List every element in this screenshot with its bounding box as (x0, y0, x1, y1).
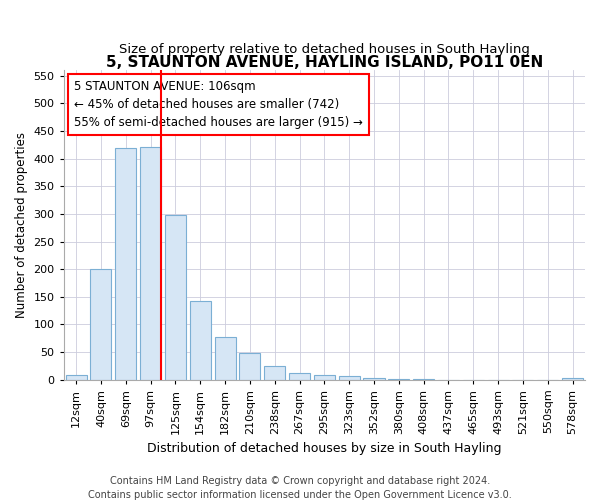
Bar (388, 378, 409, 380)
Bar (562, 378, 583, 380)
Bar (165, 215, 186, 380)
Bar (413, 379, 434, 380)
Bar (364, 378, 385, 380)
Bar (190, 301, 211, 380)
Text: 5 STAUNTON AVENUE: 106sqm
← 45% of detached houses are smaller (742)
55% of semi: 5 STAUNTON AVENUE: 106sqm ← 45% of detac… (74, 80, 363, 128)
Text: Contains HM Land Registry data © Crown copyright and database right 2024.
Contai: Contains HM Land Registry data © Crown c… (88, 476, 512, 500)
Bar (115, 148, 136, 380)
Bar (264, 366, 285, 380)
Bar (65, 375, 86, 380)
Bar (289, 373, 310, 380)
Bar (239, 352, 260, 380)
Bar (338, 376, 360, 380)
X-axis label: Distribution of detached houses by size in South Hayling: Distribution of detached houses by size … (147, 442, 502, 455)
Bar (215, 337, 236, 380)
Bar (140, 146, 161, 380)
Text: Size of property relative to detached houses in South Hayling: Size of property relative to detached ho… (119, 44, 530, 57)
Y-axis label: Number of detached properties: Number of detached properties (15, 132, 28, 318)
Title: 5, STAUNTON AVENUE, HAYLING ISLAND, PO11 0EN: 5, STAUNTON AVENUE, HAYLING ISLAND, PO11… (106, 56, 543, 70)
Bar (314, 375, 335, 380)
Bar (91, 269, 112, 380)
